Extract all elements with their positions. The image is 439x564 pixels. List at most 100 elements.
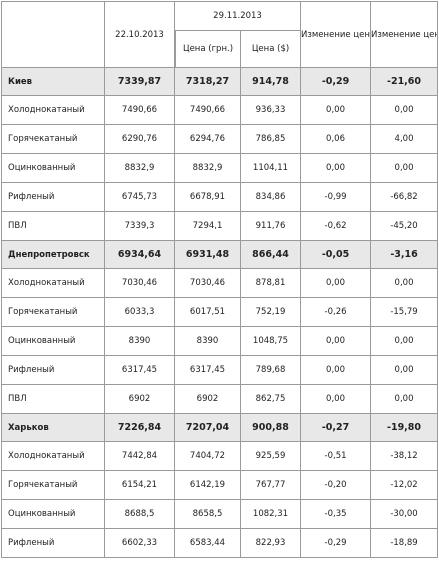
change-pct-cell: -0,26	[301, 298, 372, 327]
product-name-cell: Оцинкованный	[1, 154, 105, 183]
change-uah-cell: -66,82	[371, 183, 439, 212]
change-pct-cell: -0,51	[301, 442, 372, 471]
price-nov-uah-cell: 6017,51	[175, 298, 241, 327]
table-row: Оцинкованный 8390 8390 1048,75 0,00 0,00	[1, 327, 439, 356]
price-nov-uah-cell: 7318,27	[175, 68, 241, 96]
price-oct-cell: 8832,9	[105, 154, 175, 183]
price-nov-usd-cell: 786,85	[241, 125, 302, 154]
table-row: Оцинкованный 8688,5 8658,5 1082,31 -0,35 -30,…	[1, 500, 439, 529]
header-change-pct: Изменение цены (%)	[301, 1, 372, 68]
price-nov-usd-cell: 1048,75	[241, 327, 302, 356]
price-oct-cell: 6934,64	[105, 241, 175, 269]
change-pct-cell: 0,00	[301, 385, 372, 414]
price-nov-uah-cell: 6142,19	[175, 471, 241, 500]
price-nov-uah-cell: 7404,72	[175, 442, 241, 471]
price-nov-uah-cell: 6902	[175, 385, 241, 414]
change-pct-cell: -0,99	[301, 183, 372, 212]
price-nov-usd-cell: 878,81	[241, 269, 302, 298]
change-pct-cell: -0,35	[301, 500, 372, 529]
change-uah-cell: 0,00	[371, 356, 439, 385]
price-oct-cell: 6033,3	[105, 298, 175, 327]
price-nov-uah-cell: 6678,91	[175, 183, 241, 212]
table-row: Холоднокатаный 7442,84 7404,72 925,59 -0,51-…	[1, 442, 439, 471]
table-row: Горячекатаный 6290,76 6294,76 786,85 0,06 4,0…	[1, 125, 439, 154]
product-name-cell: Харьков	[1, 414, 105, 442]
product-name-cell: Холоднокатаный	[1, 269, 105, 298]
header-change-uah: Изменение цены (грн./т)	[371, 1, 439, 68]
price-nov-uah-cell: 6583,44	[175, 529, 241, 558]
price-oct-cell: 6902	[105, 385, 175, 414]
region-row: Днепропетровск 6934,64 6931,48 866,44 -0,05-…	[1, 241, 439, 269]
product-name-cell: Оцинкованный	[1, 500, 105, 529]
header-corner-cell	[1, 1, 105, 68]
change-uah-cell: -21,60	[371, 68, 439, 96]
price-nov-uah-cell: 6317,45	[175, 356, 241, 385]
change-uah-cell: 0,00	[371, 154, 439, 183]
change-pct-cell: 0,00	[301, 269, 372, 298]
change-uah-cell: -15,79	[371, 298, 439, 327]
product-name-cell: ПВЛ	[1, 385, 105, 414]
price-nov-uah-cell: 7207,04	[175, 414, 241, 442]
table-row: Горячекатаный 6154,21 6142,19 767,77 -0,20 -1…	[1, 471, 439, 500]
price-nov-usd-cell: 911,76	[241, 212, 302, 241]
product-name-cell: Киев	[1, 68, 105, 96]
price-oct-cell: 7490,66	[105, 96, 175, 125]
product-name-cell: Оцинкованный	[1, 327, 105, 356]
price-oct-cell: 6154,21	[105, 471, 175, 500]
change-pct-cell: -0,62	[301, 212, 372, 241]
price-nov-usd-cell: 936,33	[241, 96, 302, 125]
table-row: Горячекатаный 6033,3 6017,51 752,19 -0,26 -15…	[1, 298, 439, 327]
price-nov-usd-cell: 767,77	[241, 471, 302, 500]
product-name-cell: Холоднокатаный	[1, 442, 105, 471]
change-pct-cell: 0,00	[301, 327, 372, 356]
change-uah-cell: -19,80	[371, 414, 439, 442]
change-uah-cell: -30,00	[371, 500, 439, 529]
header-row-columns: Цена (грн.) Цена ($)	[1, 31, 438, 68]
price-nov-usd-cell: 866,44	[241, 241, 302, 269]
price-nov-usd-cell: 925,59	[241, 442, 302, 471]
change-pct-cell: -0,29	[301, 68, 372, 96]
header-price-uah: Цена (грн.)	[175, 31, 241, 68]
header-row-dates: 22.10.2013 29.11.2013 Изменение цены (%)…	[1, 1, 439, 68]
price-nov-uah-cell: 7490,66	[175, 96, 241, 125]
price-nov-usd-cell: 1104,11	[241, 154, 302, 183]
price-nov-uah-cell: 6294,76	[175, 125, 241, 154]
price-nov-uah-cell: 7030,46	[175, 269, 241, 298]
price-oct-cell: 7030,46	[105, 269, 175, 298]
region-row: Киев 7339,87 7318,27 914,78 -0,29 -21,60	[1, 68, 439, 96]
change-uah-cell: -3,16	[371, 241, 439, 269]
price-oct-cell: 7339,87	[105, 68, 175, 96]
region-row: Харьков 7226,84 7207,04 900,88 -0,27 -19,80	[1, 414, 439, 442]
product-name-cell: Горячекатаный	[1, 125, 105, 154]
product-name-cell: Днепропетровск	[1, 241, 105, 269]
header-price-usd: Цена ($)	[241, 31, 302, 68]
change-pct-cell: -0,05	[301, 241, 372, 269]
header-date-1: 22.10.2013	[105, 1, 175, 68]
price-nov-uah-cell: 8390	[175, 327, 241, 356]
product-name-cell: ПВЛ	[1, 212, 105, 241]
change-pct-cell: -0,20	[301, 471, 372, 500]
table-row: ПВЛ 7339,3 7294,1 911,76 -0,62 -45,20	[1, 212, 439, 241]
change-pct-cell: 0,00	[301, 154, 372, 183]
change-pct-cell: -0,27	[301, 414, 372, 442]
product-name-cell: Горячекатаный	[1, 298, 105, 327]
table-row: Рифленый 6602,33 6583,44 822,93 -0,29 -18,89	[1, 529, 439, 558]
price-oct-cell: 6290,76	[105, 125, 175, 154]
change-uah-cell: 0,00	[371, 327, 439, 356]
change-pct-cell: 0,06	[301, 125, 372, 154]
price-nov-usd-cell: 914,78	[241, 68, 302, 96]
change-pct-cell: -0,29	[301, 529, 372, 558]
change-uah-cell: -18,89	[371, 529, 439, 558]
price-nov-usd-cell: 789,68	[241, 356, 302, 385]
product-name-cell: Холоднокатаный	[1, 96, 105, 125]
price-oct-cell: 6745,73	[105, 183, 175, 212]
change-uah-cell: -38,12	[371, 442, 439, 471]
price-oct-cell: 7339,3	[105, 212, 175, 241]
change-uah-cell: -12,02	[371, 471, 439, 500]
product-name-cell: Рифленый	[1, 183, 105, 212]
header-date-2: 29.11.2013	[175, 1, 302, 31]
table-row: Оцинкованный 8832,9 8832,9 1104,11 0,00 0,00	[1, 154, 439, 183]
price-nov-uah-cell: 6931,48	[175, 241, 241, 269]
change-uah-cell: -45,20	[371, 212, 439, 241]
